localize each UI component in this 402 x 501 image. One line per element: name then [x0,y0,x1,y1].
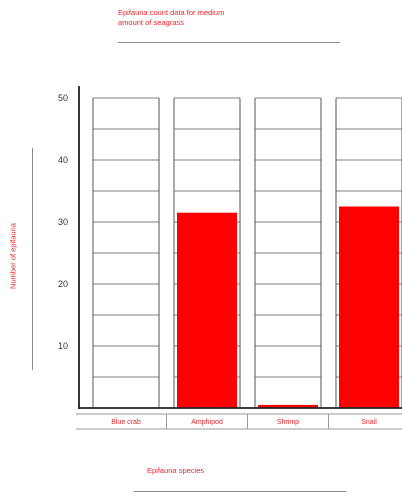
bar-amphipod [177,212,237,408]
category-label: Blue crab [111,419,141,426]
title-underline [118,42,340,43]
category-label: Shrimp [277,419,299,426]
y-axis-label-line [32,148,33,370]
chart-title: Epifauna count data for medium amount of… [118,8,318,28]
category-label: Snail [361,419,377,426]
y-tick-label: 40 [58,155,68,165]
x-axis-label: Epifauna species [147,466,205,475]
y-tick-label: 10 [58,341,68,351]
x-axis-label-line [134,491,346,492]
y-tick-label: 30 [58,217,68,227]
category-label: Amphipod [191,419,223,426]
y-tick-label: 20 [58,279,68,289]
bar-snail [339,206,399,408]
chart-title-line-2: amount of seagrass [118,18,184,27]
bar-shrimp [258,404,318,408]
chart-title-line-1: Epifauna count data for medium [118,8,225,17]
y-tick-label: 50 [58,93,68,103]
